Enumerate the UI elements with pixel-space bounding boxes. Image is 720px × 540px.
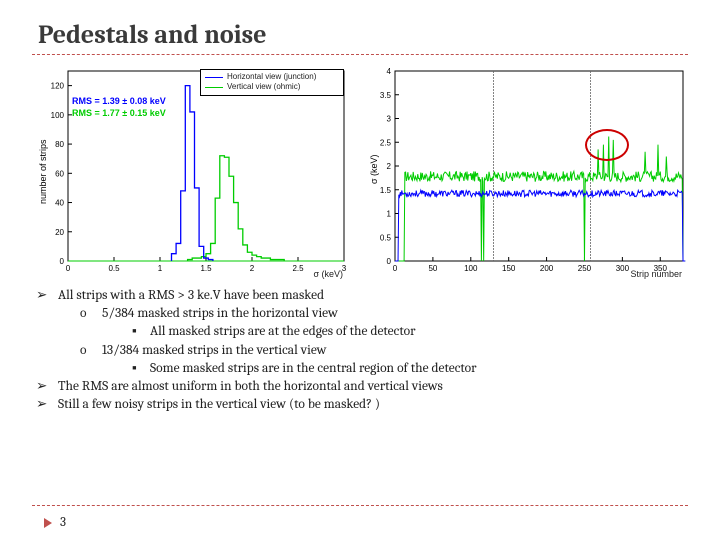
- legend-label: Horizontal view (junction): [227, 72, 316, 82]
- svg-text:150: 150: [502, 264, 516, 273]
- bullet-text: Still a few noisy strips in the vertical…: [58, 396, 380, 414]
- chart1-rms-box: RMS = 1.39 ± 0.08 keVRMS = 1.77 ± 0.15 k…: [72, 95, 166, 119]
- svg-text:80: 80: [55, 140, 64, 149]
- svg-text:100: 100: [464, 264, 478, 273]
- bullet-text: All masked strips are at the edges of th…: [150, 323, 415, 341]
- svg-text:3.5: 3.5: [380, 91, 392, 100]
- bullet-marker: ➢: [36, 378, 50, 396]
- svg-text:2: 2: [387, 162, 392, 171]
- strip-svg: 05010015020025030035000.511.522.533.54: [359, 61, 689, 281]
- charts-row: 00.511.522.53020406080100120 number of s…: [26, 61, 688, 281]
- bullet-marker: ▪: [132, 323, 142, 341]
- bullet-level-2: o 5/384 masked strips in the horizontal v…: [36, 305, 688, 323]
- chart1-legend: Horizontal view (junction)Vertical view …: [200, 69, 344, 96]
- svg-text:0: 0: [387, 257, 392, 266]
- svg-text:2: 2: [250, 264, 255, 273]
- bullet-level-3: ▪ All masked strips are at the edges of t…: [36, 323, 688, 341]
- svg-text:1.5: 1.5: [380, 186, 392, 195]
- svg-text:250: 250: [578, 264, 592, 273]
- svg-text:0: 0: [393, 264, 398, 273]
- svg-text:1: 1: [158, 264, 163, 273]
- strip-chart: 05010015020025030035000.511.522.533.54 σ…: [359, 61, 688, 281]
- svg-text:100: 100: [51, 111, 65, 120]
- page-number: 3: [60, 515, 66, 530]
- chart2-xlabel: Strip number: [630, 269, 682, 279]
- svg-text:2.5: 2.5: [292, 264, 304, 273]
- svg-text:1: 1: [387, 210, 392, 219]
- svg-text:0.5: 0.5: [380, 233, 392, 242]
- noisy-strips-circle: [585, 129, 629, 161]
- svg-text:4: 4: [387, 67, 392, 76]
- svg-text:3: 3: [387, 115, 392, 124]
- bullet-marker: ▪: [132, 360, 142, 378]
- footer-triangle-icon: [44, 518, 52, 528]
- histogram-chart: 00.511.522.53020406080100120 number of s…: [26, 61, 351, 281]
- bullet-marker: o: [80, 342, 94, 360]
- bullet-marker: ➢: [36, 287, 50, 305]
- page-title: Pedestals and noise: [32, 20, 688, 50]
- chart2-ylabel: σ (keV): [369, 154, 379, 184]
- rms-line: RMS = 1.39 ± 0.08 keV: [72, 95, 166, 107]
- divider-top: [32, 54, 688, 55]
- svg-text:50: 50: [428, 264, 437, 273]
- svg-text:200: 200: [540, 264, 554, 273]
- bullet-level-3: ▪ Some masked strips are in the central r…: [36, 360, 688, 378]
- svg-text:2.5: 2.5: [380, 138, 392, 147]
- svg-text:20: 20: [55, 228, 64, 237]
- bullet-marker: o: [80, 305, 94, 323]
- svg-text:0: 0: [60, 257, 65, 266]
- svg-text:300: 300: [616, 264, 630, 273]
- svg-text:1.5: 1.5: [200, 264, 212, 273]
- svg-text:60: 60: [55, 169, 64, 178]
- chart1-ylabel: number of strips: [38, 139, 48, 204]
- svg-text:0.5: 0.5: [108, 264, 120, 273]
- svg-text:0: 0: [66, 264, 71, 273]
- legend-label: Vertical view (ohmic): [227, 82, 300, 92]
- footer: 3: [44, 515, 66, 530]
- bullet-list: ➢ All strips with a RMS > 3 ke.V have bee…: [32, 287, 688, 415]
- bullet-level-1: ➢ Still a few noisy strips in the vertica…: [36, 396, 688, 414]
- bullet-level-2: o 13/384 masked strips in the vertical vi…: [36, 342, 688, 360]
- rms-line: RMS = 1.77 ± 0.15 keV: [72, 107, 166, 119]
- svg-text:40: 40: [55, 199, 64, 208]
- chart1-xlabel: σ (keV): [313, 269, 343, 279]
- divider-bottom: [32, 505, 688, 506]
- bullet-level-1: ➢ All strips with a RMS > 3 ke.V have bee…: [36, 287, 688, 305]
- bullet-text: Some masked strips are in the central re…: [150, 360, 477, 378]
- bullet-level-1: ➢ The RMS are almost uniform in both the …: [36, 378, 688, 396]
- slide: Pedestals and noise 00.511.522.530204060…: [0, 0, 720, 540]
- bullet-text: The RMS are almost uniform in both the h…: [58, 378, 443, 396]
- bullet-text: All strips with a RMS > 3 ke.V have been…: [58, 287, 324, 305]
- bullet-text: 5/384 masked strips in the horizontal vi…: [102, 305, 338, 323]
- svg-text:120: 120: [51, 82, 65, 91]
- bullet-marker: ➢: [36, 396, 50, 414]
- bullet-text: 13/384 masked strips in the vertical vie…: [102, 342, 327, 360]
